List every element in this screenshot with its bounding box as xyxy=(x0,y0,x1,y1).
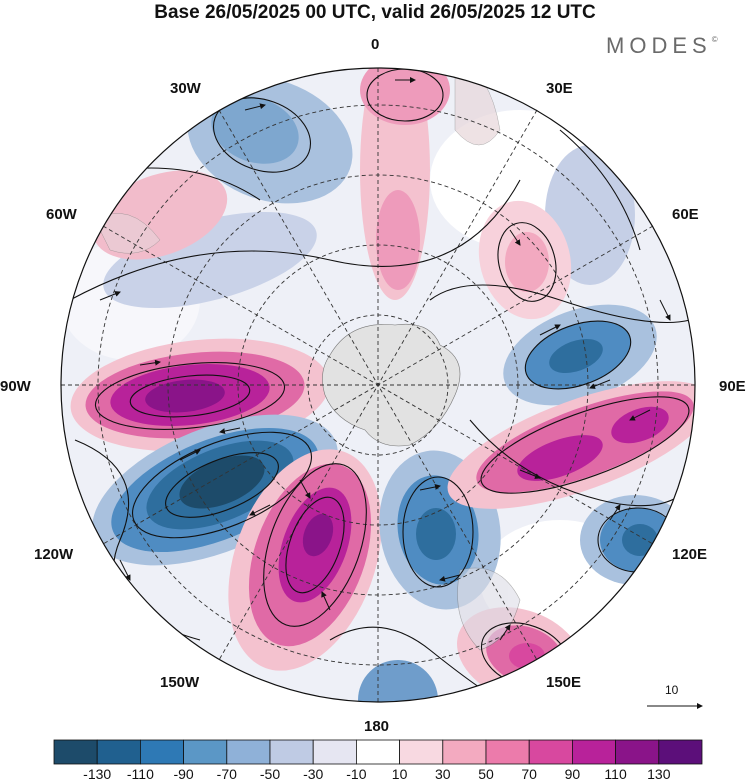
colorbar-swatch xyxy=(183,739,228,765)
graticule xyxy=(61,68,695,702)
colorbar-tick-label: 110 xyxy=(604,766,627,782)
colorbar-swatch xyxy=(53,739,98,765)
colorbar-swatch xyxy=(658,739,703,765)
meridian-label-90w: 90W xyxy=(0,378,31,395)
colorbar-tick-label: 10 xyxy=(391,766,408,782)
colorbar-swatch xyxy=(615,739,660,765)
colorbar-swatch xyxy=(399,739,444,765)
colorbar-tick-label: -50 xyxy=(259,766,281,782)
colorbar-tick-label: 90 xyxy=(564,766,581,782)
colorbar-tick-label: 130 xyxy=(647,766,671,782)
colorbar-tick-label: 70 xyxy=(521,766,537,782)
colorbar-tick-label: -130 xyxy=(83,766,112,782)
colorbar-swatch xyxy=(355,739,400,765)
meridian-label-150e: 150E xyxy=(546,674,582,691)
colorbar-tick-label: -70 xyxy=(216,766,237,782)
colorbar-tick-label: -90 xyxy=(173,766,194,782)
meridian-label-180: 180 xyxy=(364,718,390,735)
meridian-label-90e: 90E xyxy=(719,378,746,395)
colorbar-swatch xyxy=(139,739,184,765)
colorbar-swatch xyxy=(96,739,141,765)
colorbar-swatch xyxy=(269,739,314,765)
colorbar-tick-label: 50 xyxy=(478,766,494,782)
colorbar-tick-label: -10 xyxy=(346,766,367,782)
chart-title: Base 26/05/2025 00 UTC, valid 26/05/2025… xyxy=(154,2,596,23)
meridian-label-30w: 30W xyxy=(170,80,201,97)
vector-key-label: 10 xyxy=(665,683,679,697)
meridian-label-60e: 60E xyxy=(672,206,699,223)
meridian-label-60w: 60W xyxy=(46,206,77,223)
brand-name: MODES xyxy=(606,33,712,58)
colorbar-swatch xyxy=(226,739,271,765)
colorbar-swatch xyxy=(485,739,530,765)
meridian-label-120w: 120W xyxy=(34,546,74,563)
colorbar-swatch xyxy=(572,739,617,765)
meridian-label-150w: 150W xyxy=(160,674,200,691)
colorbar-tick-label: -110 xyxy=(126,766,154,782)
colorbar-tick-label: -30 xyxy=(303,766,324,782)
modes-logo: MODES© xyxy=(606,33,718,59)
meridian-label-120e: 120E xyxy=(672,546,708,563)
colorbar-swatch xyxy=(442,739,487,765)
meridian-label-30e: 30E xyxy=(546,80,573,97)
meridian-label-0: 0 xyxy=(371,36,380,53)
wind-arrows xyxy=(99,77,671,641)
colorbar-swatch xyxy=(312,739,357,765)
brand-mark: © xyxy=(711,35,718,44)
colorbar-tick-label: 30 xyxy=(435,766,451,782)
map-boundary xyxy=(60,67,696,703)
colorbar-swatch xyxy=(528,739,573,765)
